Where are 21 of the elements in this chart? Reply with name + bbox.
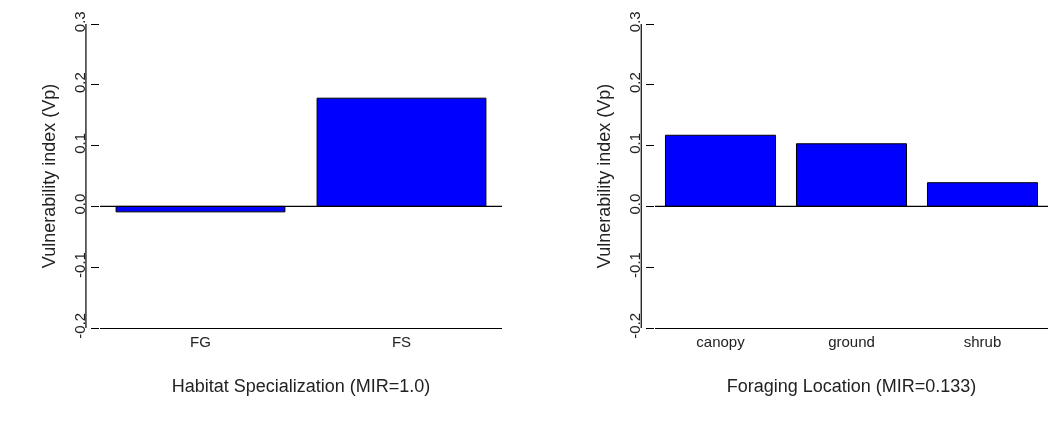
y-tick-label: 0.3 (71, 11, 88, 33)
y-tick-label: 0.3 (626, 11, 643, 33)
y-axis-title: Vulnerability index (Vp) (594, 83, 615, 269)
y-tick-label: -0.2 (626, 312, 643, 339)
x-tick-label: ground (828, 333, 875, 351)
x-axis-title: Foraging Location (MIR=0.133) (726, 376, 977, 397)
y-tick-label: -0.1 (626, 252, 643, 278)
x-axis-title: Habitat Specialization (MIR=1.0) (171, 376, 431, 397)
y-tick-label: 0.1 (71, 132, 88, 154)
y-axis-title: Vulnerability index (Vp) (39, 83, 60, 269)
y-tick-label: 0.0 (71, 193, 88, 215)
x-tick-label: FG (190, 333, 211, 351)
y-tick-label: -0.2 (71, 312, 88, 339)
y-tick-label: 0.1 (626, 132, 643, 154)
y-tick-label: 0.0 (626, 193, 643, 215)
x-tick-label: shrub (963, 333, 1002, 351)
y-tick-label: 0.2 (626, 72, 643, 93)
x-tick-label: canopy (696, 333, 746, 351)
y-tick-label: 0.2 (71, 72, 88, 93)
x-tick-label: FS (391, 333, 412, 351)
y-tick-label: -0.1 (71, 252, 88, 278)
